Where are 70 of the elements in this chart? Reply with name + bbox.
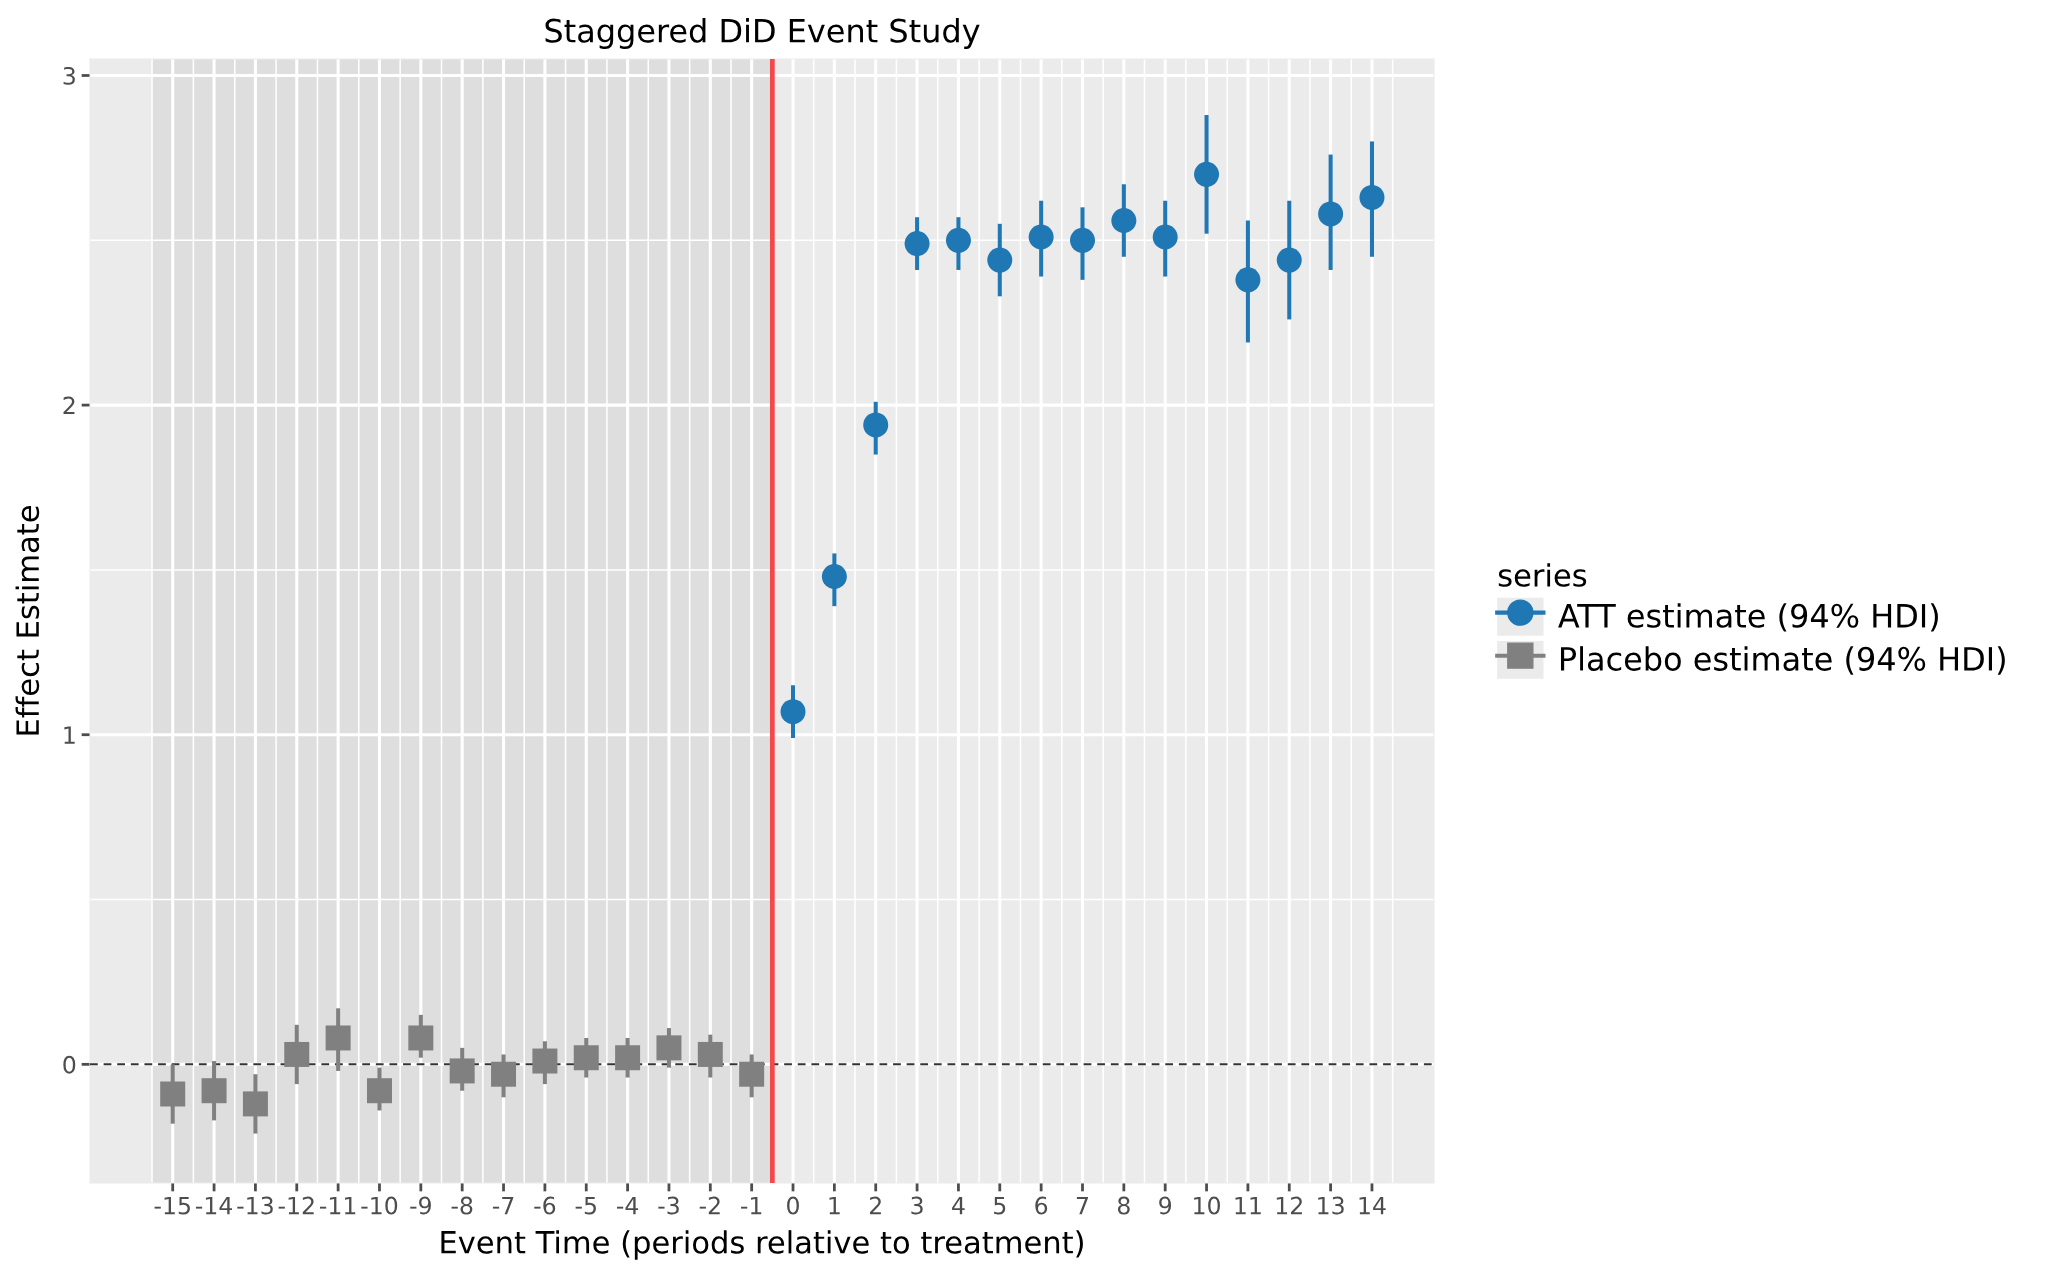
x-tick-label: -12	[278, 1196, 314, 1215]
point	[1276, 247, 1302, 273]
x-tick-label: -15	[154, 1196, 190, 1215]
point	[1152, 224, 1178, 250]
y-tick-label: 2	[63, 396, 75, 415]
legend-label: ATT estimate (94% HDI)	[1558, 603, 1938, 632]
point	[160, 1081, 186, 1107]
point	[739, 1061, 765, 1087]
x-tick-label: 2	[869, 1196, 881, 1215]
point	[1069, 227, 1095, 253]
point	[1111, 208, 1137, 234]
legend-title: series	[1498, 563, 1587, 587]
x-tick-label: -1	[741, 1196, 762, 1215]
x-tick-label: 4	[952, 1196, 965, 1215]
point	[366, 1078, 392, 1104]
x-tick-label: 3	[911, 1196, 923, 1215]
point	[491, 1061, 517, 1087]
point	[449, 1058, 475, 1084]
x-tick-label: -3	[658, 1196, 679, 1215]
x-tick-label: -14	[195, 1196, 233, 1215]
point	[201, 1078, 227, 1104]
point	[615, 1045, 641, 1071]
y-axis-title: Effect Estimate	[15, 506, 40, 735]
point	[1359, 184, 1385, 210]
point	[532, 1048, 558, 1074]
x-tick-label: -11	[320, 1196, 356, 1215]
y-tick-label: 1	[64, 726, 75, 744]
point	[945, 227, 971, 253]
x-tick-label: 11	[1235, 1196, 1261, 1215]
y-tick-label: 3	[63, 66, 75, 85]
point	[408, 1025, 434, 1051]
x-tick-label: -7	[492, 1196, 514, 1215]
point	[821, 564, 847, 589]
point	[904, 231, 930, 257]
point	[987, 247, 1013, 273]
legend-label: Placebo estimate (94% HDI)	[1561, 646, 2005, 675]
x-tick-label: 14	[1359, 1196, 1386, 1215]
x-tick-label: -9	[410, 1196, 431, 1215]
x-tick-label: -8	[451, 1196, 473, 1215]
x-tick-label: -6	[534, 1196, 556, 1215]
x-tick-label: 9	[1159, 1196, 1172, 1215]
point	[325, 1025, 351, 1051]
point	[1318, 201, 1344, 227]
x-tick-label: 10	[1194, 1196, 1221, 1215]
point	[284, 1041, 310, 1067]
x-axis-title: Event Time (periods relative to treatment)	[441, 1230, 1083, 1260]
point	[1235, 267, 1261, 293]
x-tick-label: -4	[616, 1196, 639, 1215]
point	[780, 699, 806, 725]
chart-title: Staggered DiD Event Study	[545, 18, 980, 49]
x-tick-label: 1	[829, 1196, 840, 1215]
x-tick-label: 12	[1276, 1196, 1302, 1215]
x-tick-label: -5	[575, 1196, 596, 1215]
x-tick-label: -2	[699, 1196, 720, 1215]
point	[656, 1035, 682, 1061]
point	[1194, 161, 1220, 187]
point	[697, 1041, 723, 1067]
point	[863, 412, 889, 438]
x-tick-label: -10	[361, 1196, 398, 1215]
x-tick-label: 13	[1318, 1196, 1344, 1215]
point	[242, 1091, 268, 1117]
x-tick-label: 5	[994, 1196, 1006, 1215]
point	[1028, 224, 1054, 250]
x-tick-label: 0	[787, 1196, 799, 1215]
x-tick-label: -13	[237, 1196, 273, 1215]
x-tick-label: 8	[1117, 1196, 1130, 1215]
point	[573, 1045, 599, 1071]
x-tick-label: 7	[1076, 1196, 1088, 1215]
x-tick-label: 6	[1035, 1196, 1048, 1215]
y-tick-label: 0	[63, 1055, 76, 1074]
